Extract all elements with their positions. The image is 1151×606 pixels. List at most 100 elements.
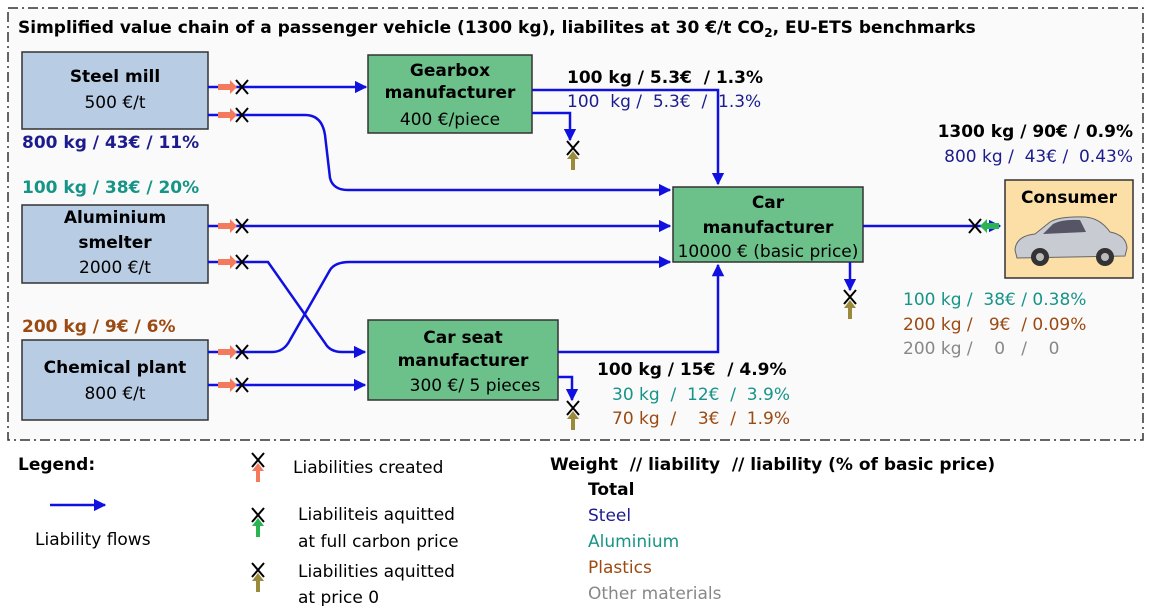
node-label: Consumer	[1021, 188, 1118, 208]
marker-arrow	[252, 518, 264, 537]
marker-arrow	[218, 219, 237, 233]
marker-cross	[251, 562, 265, 578]
node-label: Chemical plant	[44, 358, 187, 378]
legend-text: Total	[588, 480, 634, 500]
node-label: smelter	[78, 233, 152, 253]
node-label: 300 €/ 5 pieces	[410, 376, 541, 396]
marker-arrow	[218, 345, 237, 359]
flow-label: 100 kg / 5.3€ / 1.3%	[567, 92, 761, 112]
flow-arrow	[208, 260, 367, 359]
liability-marker	[218, 218, 249, 234]
marker-cross	[566, 400, 580, 416]
node-label: Car	[752, 193, 785, 213]
liability-marker	[218, 107, 249, 123]
marker-arrow	[218, 255, 237, 269]
node-label: 2000 €/t	[79, 258, 151, 278]
marker-cross	[251, 452, 265, 468]
marker-arrow	[218, 80, 237, 94]
marker-cross	[235, 377, 249, 393]
marker-arrow	[218, 378, 237, 392]
flow-label: 100 kg / 15€ / 4.9%	[597, 360, 787, 380]
marker-arrow	[844, 300, 856, 319]
node-label: 400 €/piece	[400, 110, 500, 130]
flow-arrow	[532, 111, 577, 142]
legend-text: Aluminium	[588, 532, 679, 552]
node-label: Car seat	[423, 328, 503, 348]
flow-label: 800 kg / 43€ / 0.43%	[944, 147, 1133, 167]
marker-arrow	[252, 463, 264, 482]
marker-cross	[251, 507, 265, 523]
flow-arrow	[208, 113, 672, 197]
flow-arrow	[558, 375, 579, 402]
marker-arrow	[252, 573, 264, 592]
liability-marker	[218, 344, 249, 360]
marker-cross	[235, 344, 249, 360]
legend-text: at price 0	[298, 588, 379, 606]
liability-marker	[218, 377, 249, 393]
marker-cross	[968, 218, 982, 234]
flow-label: 200 kg / 9€ / 0.09%	[903, 315, 1086, 335]
box	[672, 186, 864, 263]
node-label: 10000 € (basic price)	[678, 242, 859, 262]
flow-label: 200 kg / 9€ / 6%	[22, 317, 176, 337]
node-label: manufacturer	[398, 351, 529, 371]
liability-marker	[843, 289, 857, 319]
node-label: manufacturer	[385, 83, 516, 103]
marker-cross	[235, 254, 249, 270]
legend-text: Legend:	[18, 455, 95, 475]
marker-arrow	[567, 151, 579, 170]
flow-label: 200 kg / 0 / 0	[903, 339, 1059, 359]
marker-cross	[235, 79, 249, 95]
liability-marker	[218, 254, 249, 270]
car-icon	[1014, 216, 1128, 266]
liability-marker	[218, 79, 249, 95]
flow-label: 100 kg / 38€ / 20%	[22, 178, 199, 198]
flow-label: 1300 kg / 90€ / 0.9%	[938, 122, 1133, 142]
node-label: Gearbox	[410, 61, 490, 81]
flow-label: 100 kg / 38€ / 0.38%	[903, 290, 1086, 310]
node-label: Steel mill	[70, 67, 160, 87]
title: Simplified value chain of a passenger ve…	[18, 18, 976, 40]
legend-text: Liabiliteis aquitted	[298, 505, 455, 525]
node-label: 500 €/t	[84, 93, 145, 113]
box	[21, 204, 209, 284]
liability-marker	[251, 452, 265, 482]
node-label: manufacturer	[703, 218, 834, 238]
marker-cross	[566, 140, 580, 156]
title-subscript: 2	[764, 26, 772, 40]
node-label: Aluminium	[64, 208, 166, 228]
flow-label: 70 kg / 3€ / 1.9%	[612, 409, 790, 429]
title-part: Simplified value chain of a passenger ve…	[18, 18, 764, 38]
box	[367, 54, 533, 134]
box	[367, 319, 559, 401]
legend-text: Steel	[588, 506, 631, 526]
box	[21, 339, 209, 421]
marker-cross	[235, 107, 249, 123]
flow-label: 30 kg / 12€ / 3.9%	[612, 385, 790, 405]
legend-text: Liabilities created	[293, 458, 443, 478]
marker-arrow	[567, 411, 579, 430]
liability-marker	[566, 400, 580, 430]
flow-arrow	[532, 88, 725, 186]
legend-text: Weight // liability // liability (% of b…	[550, 455, 995, 475]
box	[21, 51, 209, 130]
liability-marker	[566, 140, 580, 170]
marker-arrow	[218, 108, 237, 122]
liability-marker	[968, 218, 999, 234]
legend-text: Other materials	[588, 584, 722, 604]
boxes	[21, 51, 1134, 421]
marker-cross	[235, 218, 249, 234]
legend-text: at full carbon price	[298, 532, 459, 552]
flow-label: 100 kg / 5.3€ / 1.3%	[567, 68, 763, 88]
flow-label: 800 kg / 43€ / 11%	[22, 133, 199, 153]
legend-text: Plastics	[588, 558, 652, 578]
liability-marker	[251, 507, 265, 537]
legend-text: Liability flows	[35, 530, 151, 550]
legend-text: Liabilities aquitted	[298, 562, 455, 582]
flow-arrow	[558, 263, 725, 354]
flow-arrow	[208, 255, 672, 354]
marker-cross	[843, 289, 857, 305]
marker-arrow	[980, 219, 999, 233]
node-label: 800 €/t	[84, 384, 145, 404]
